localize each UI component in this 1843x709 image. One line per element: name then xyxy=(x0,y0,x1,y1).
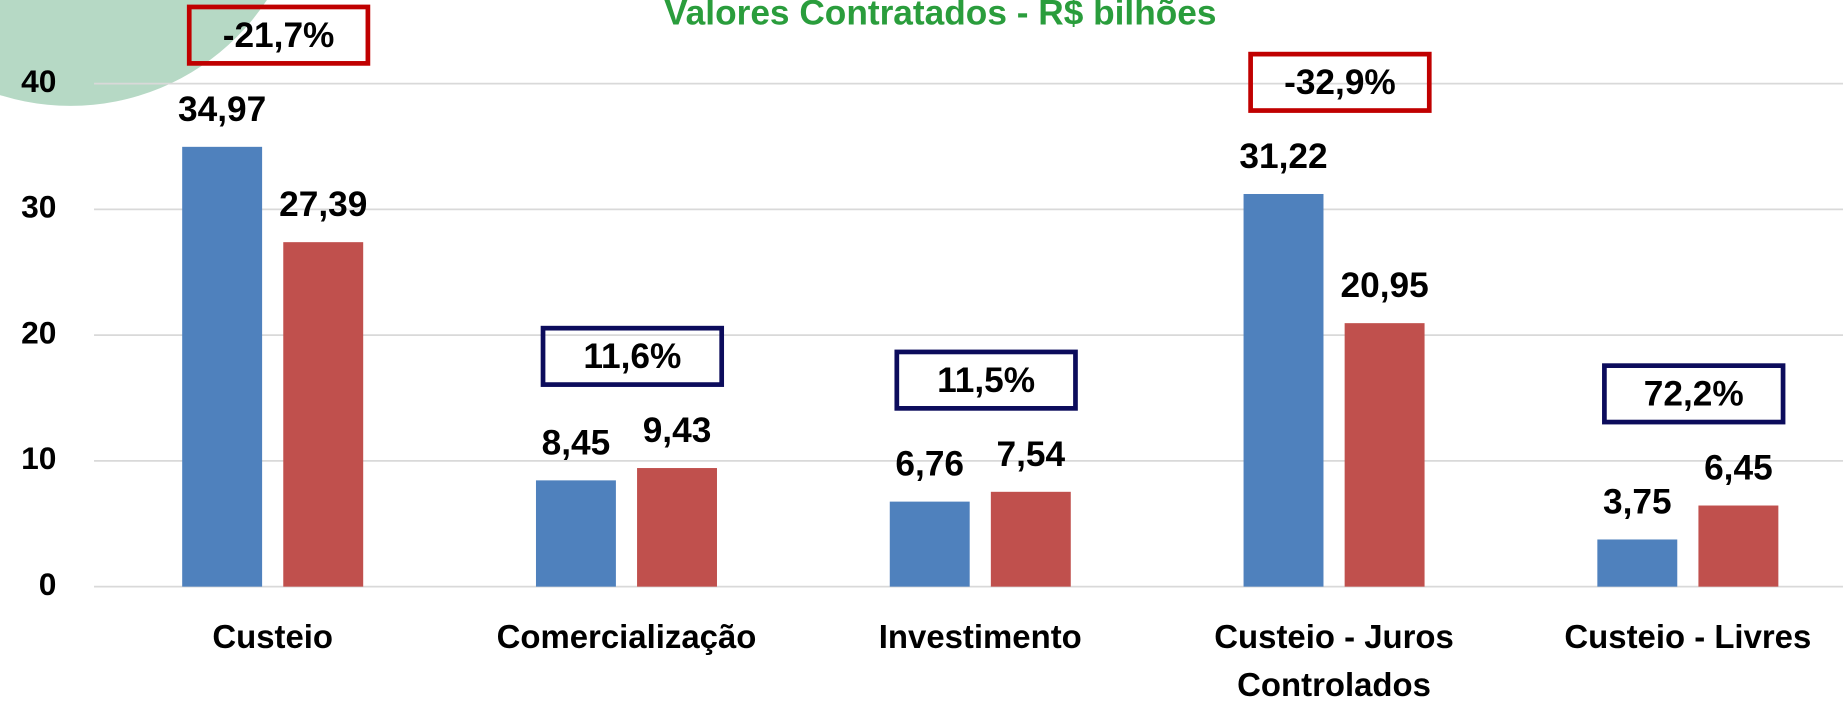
value-label: 9,43 xyxy=(643,411,712,450)
x-tick-label: Comercialização xyxy=(496,618,757,655)
annotation-box xyxy=(540,325,725,387)
value-label: 3,75 xyxy=(1603,483,1672,522)
x-tick-label: Custeio - Juros Controlados xyxy=(1214,618,1454,703)
annotation: 11,6% xyxy=(583,337,681,376)
annotation: 72,2% xyxy=(1644,375,1744,414)
value-label: 6,45 xyxy=(1704,449,1773,488)
decoration xyxy=(0,0,267,106)
annotation-box xyxy=(186,4,371,66)
annotation: -21,7% xyxy=(223,16,335,55)
y-tick-label: 30 xyxy=(21,189,56,225)
annotation-box xyxy=(1248,51,1432,113)
bar xyxy=(283,242,364,587)
x-tick-label-box: Custeio - Juros Controlados xyxy=(1214,618,1454,703)
value-label: 34,97 xyxy=(178,90,266,129)
bar xyxy=(1698,505,1779,587)
x-tick-label-box: Investimento xyxy=(878,618,1082,655)
y-tick-label: 10 xyxy=(21,440,56,476)
y-tick-label: 40 xyxy=(21,63,56,99)
bar xyxy=(535,480,616,587)
x-tick-label: Custeio - Livres xyxy=(1564,618,1812,655)
x-tick-label: Investimento xyxy=(878,618,1082,655)
bar xyxy=(637,468,717,587)
value-label: 6,76 xyxy=(895,445,964,484)
bar xyxy=(1597,539,1678,587)
bar xyxy=(182,146,263,587)
bar xyxy=(1344,323,1425,587)
bar xyxy=(990,491,1071,587)
x-tick-label-box: Comercialização xyxy=(496,618,757,655)
value-label: 20,95 xyxy=(1340,266,1428,305)
y-tick-label: 0 xyxy=(39,566,57,602)
annotation: 11,5% xyxy=(937,361,1035,400)
value-label: 31,22 xyxy=(1239,137,1327,176)
value-label: 8,45 xyxy=(542,423,611,462)
x-tick-label-box: Custeio - Livres xyxy=(1564,618,1812,655)
bar xyxy=(1243,193,1324,587)
annotation-box xyxy=(1602,363,1786,425)
chart-title: Valores Contratados - R$ bilhões xyxy=(664,0,1216,33)
annotation-box xyxy=(894,349,1078,411)
value-label: 7,54 xyxy=(997,435,1066,474)
value-label: 27,39 xyxy=(279,185,367,224)
bar xyxy=(889,501,970,587)
x-tick-label-box: Custeio xyxy=(212,618,334,655)
annotation: -32,9% xyxy=(1284,63,1396,102)
y-tick-label: 20 xyxy=(21,314,56,350)
x-tick-label: Custeio xyxy=(212,618,334,655)
